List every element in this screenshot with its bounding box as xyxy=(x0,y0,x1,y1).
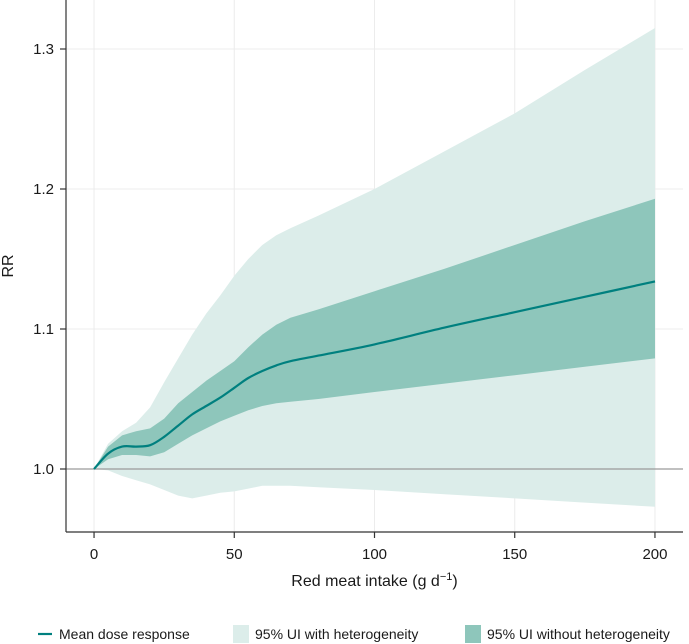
y-axis-title: RR xyxy=(0,254,17,277)
legend: Mean dose response 95% UI with heterogene… xyxy=(38,625,670,643)
x-tick-label-3: 150 xyxy=(502,546,527,563)
y-tick-label-0: 1.0 xyxy=(33,461,54,478)
axes: 0 50 100 150 200 1.0 1.1 1.2 1.3 xyxy=(33,0,683,563)
legend-swatch-1 xyxy=(233,625,249,643)
legend-label-0: Mean dose response xyxy=(59,626,190,642)
y-tick-label-2: 1.2 xyxy=(33,181,54,198)
x-tick-label-0: 0 xyxy=(90,546,98,563)
ui-band-without-heterogeneity xyxy=(94,198,655,470)
x-axis-title-superscript: −1 xyxy=(440,571,453,583)
y-tick-label-1: 1.1 xyxy=(33,321,54,338)
x-axis-title-main: Red meat intake (g d xyxy=(291,573,440,590)
y-tick-label-3: 1.3 xyxy=(33,41,54,58)
legend-label-2: 95% UI without heterogeneity xyxy=(487,626,670,642)
mean-dose-response-line xyxy=(93,280,656,470)
x-tick-label-4: 200 xyxy=(642,546,667,563)
x-tick-label-1: 50 xyxy=(226,546,243,563)
legend-swatch-2 xyxy=(465,625,481,643)
x-tick-label-2: 100 xyxy=(362,546,387,563)
legend-label-1: 95% UI with heterogeneity xyxy=(255,626,418,642)
x-axis-title: Red meat intake (g d−1) xyxy=(291,571,457,590)
x-axis-title-end: ) xyxy=(452,573,457,590)
